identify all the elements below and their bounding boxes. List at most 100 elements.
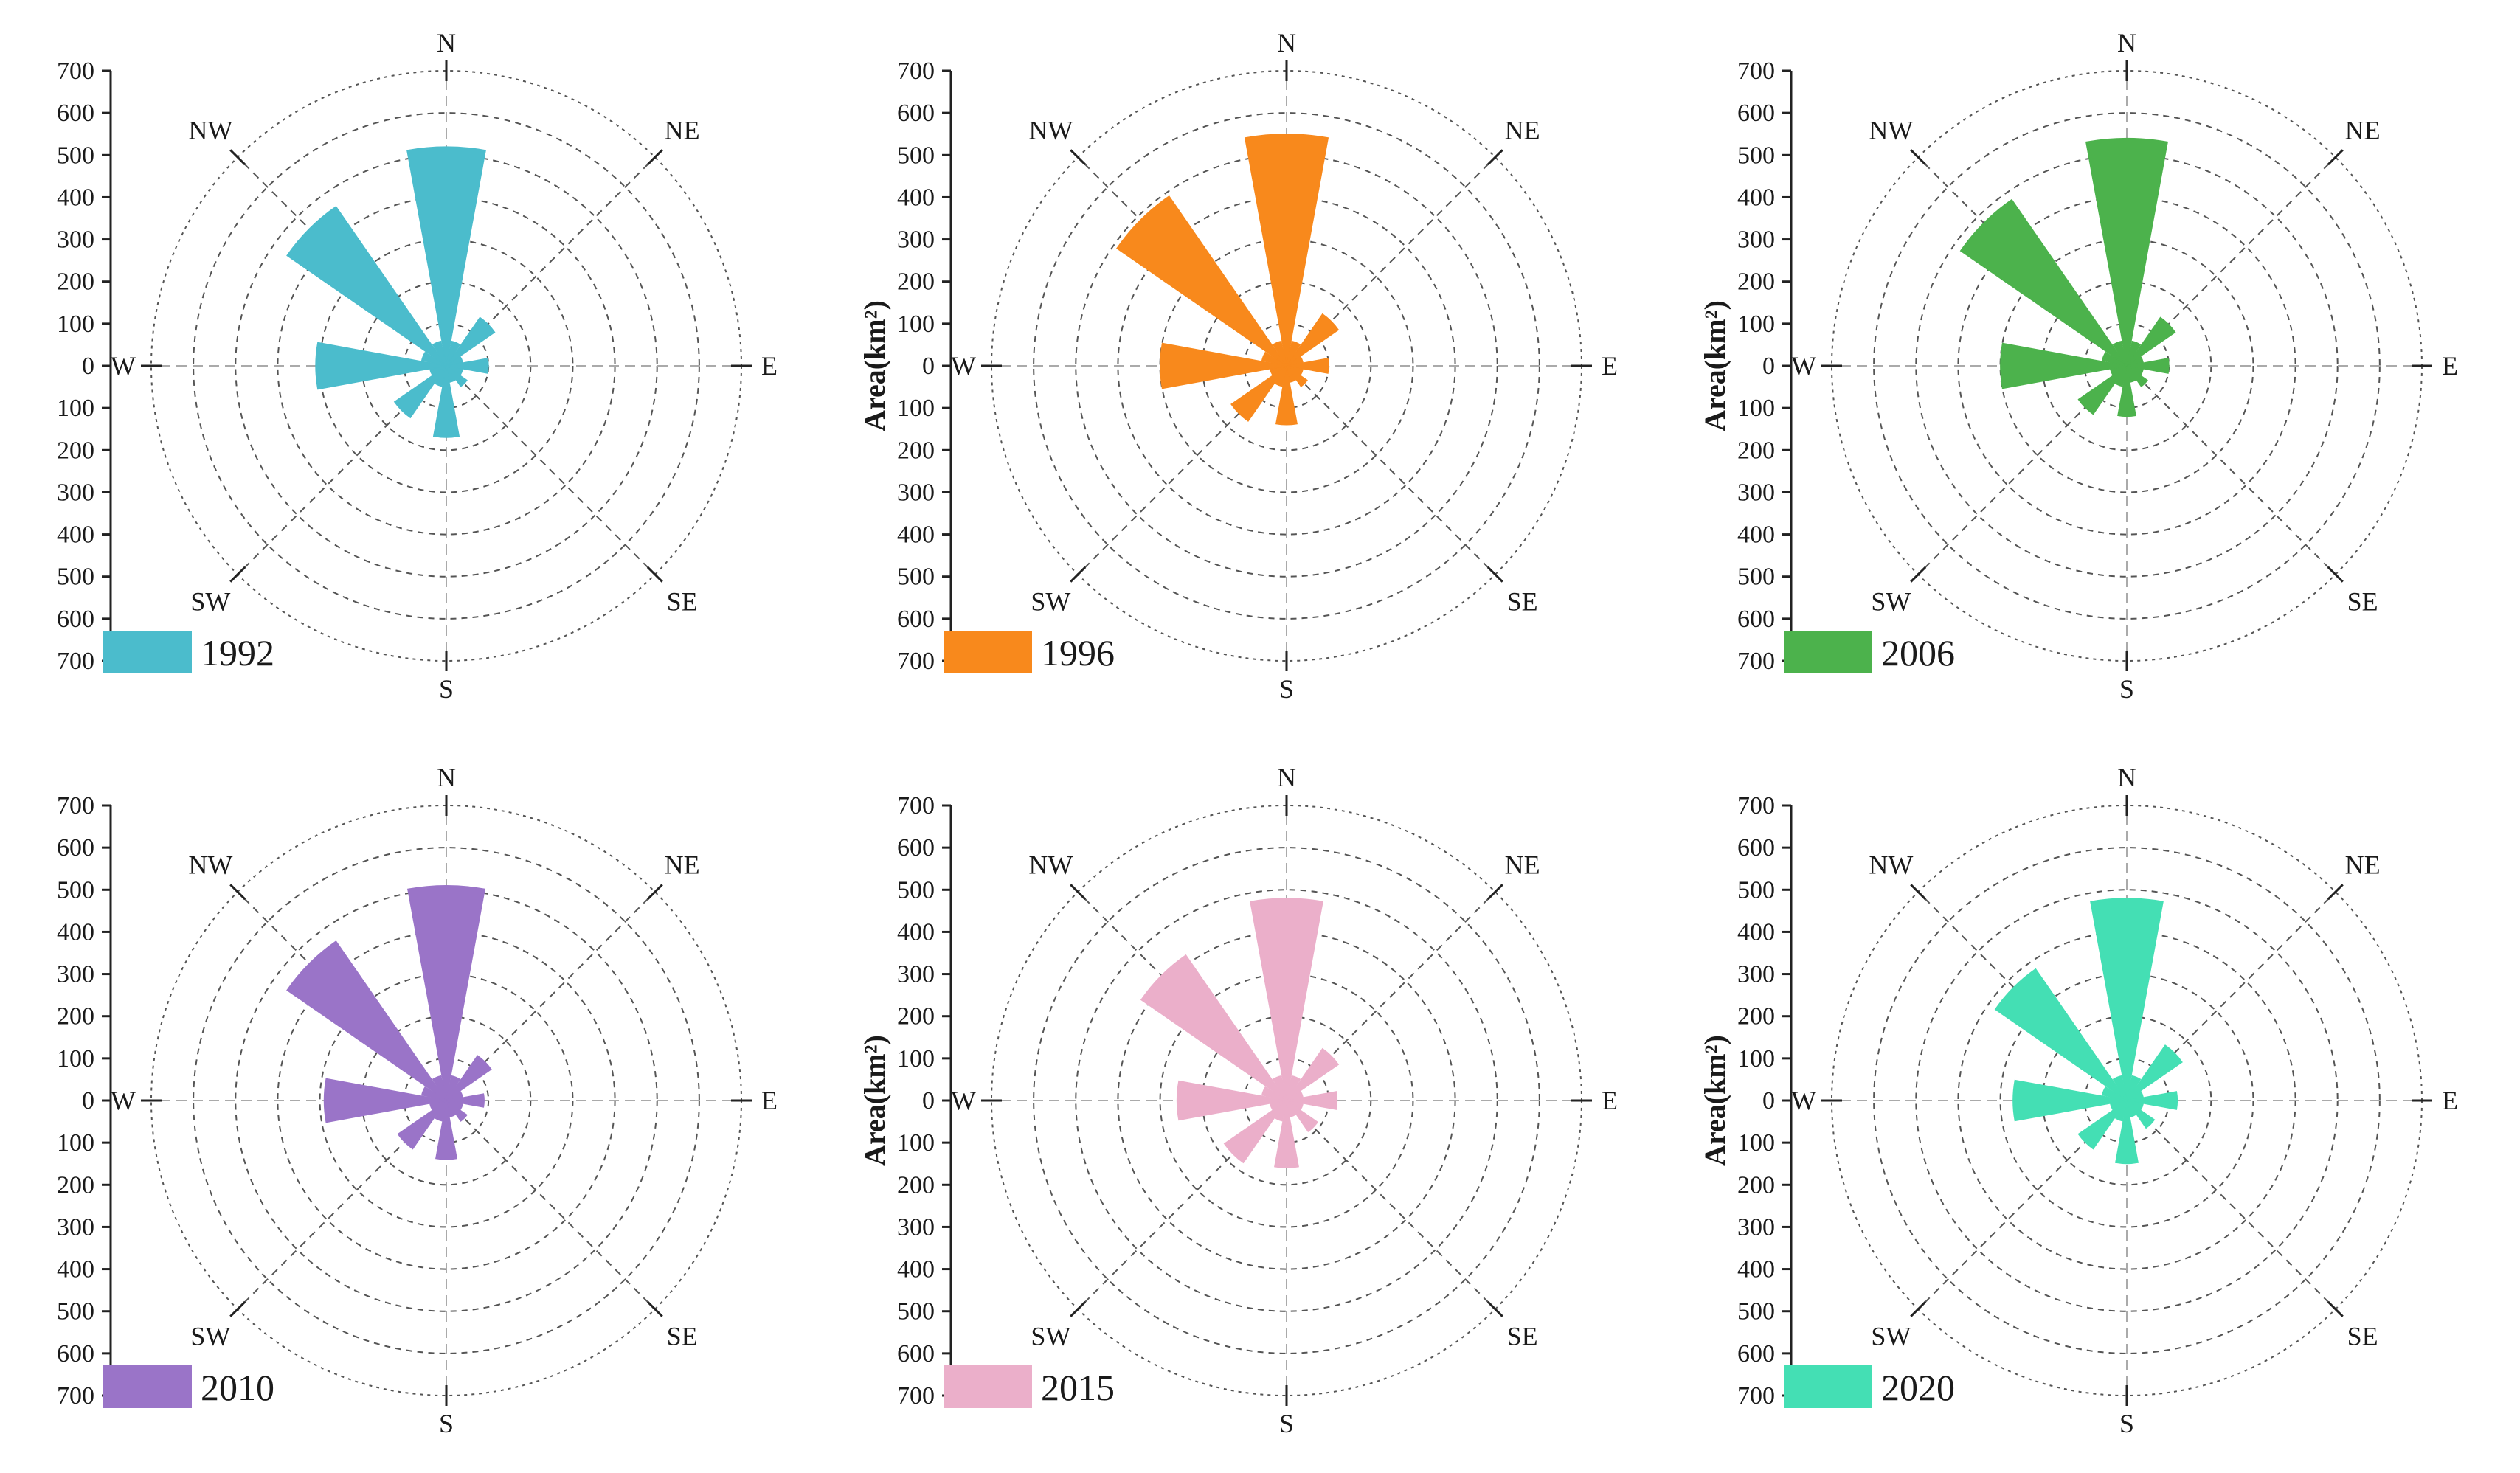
radial-tick-label: 400 bbox=[57, 918, 94, 946]
rose-petal-s bbox=[2117, 365, 2136, 417]
radial-tick-label: 400 bbox=[1737, 184, 1775, 211]
rose-petal-n bbox=[2085, 137, 2168, 367]
radial-tick-label: 0 bbox=[922, 1087, 935, 1115]
compass-label-nw: NW bbox=[1028, 850, 1073, 879]
grid-spoke bbox=[2126, 891, 2336, 1101]
rose-petal-wsw bbox=[1270, 1100, 1287, 1111]
compass-label-n: N bbox=[437, 28, 456, 58]
radial-tick-label: 200 bbox=[1737, 1003, 1775, 1030]
compass-tick bbox=[2327, 1300, 2344, 1317]
compass-label-sw: SW bbox=[190, 1322, 230, 1351]
compass-tick bbox=[1486, 884, 1503, 901]
radial-tick-label: 200 bbox=[1737, 437, 1775, 464]
compass-label-n: N bbox=[2117, 28, 2136, 58]
compass-tick bbox=[646, 1300, 663, 1317]
rose-petal-sw bbox=[1223, 1100, 1287, 1164]
compass-label-w: W bbox=[951, 1086, 976, 1115]
radial-tick-label: 300 bbox=[57, 1213, 94, 1241]
radial-tick-label: 100 bbox=[57, 1129, 94, 1157]
grid-spoke bbox=[1917, 365, 2128, 575]
rose-petal-sw bbox=[1230, 365, 1287, 422]
rose-petal-nnw bbox=[1272, 1075, 1287, 1101]
rose-petal-nw bbox=[286, 206, 447, 367]
radial-tick-label: 200 bbox=[1737, 1171, 1775, 1199]
rose-petal-nnw bbox=[1272, 340, 1287, 367]
rose-petal-wnw bbox=[1261, 351, 1287, 367]
compass-label-ne: NE bbox=[2345, 850, 2381, 879]
compass-label-sw: SW bbox=[1871, 587, 1911, 617]
grid-spoke bbox=[1286, 365, 1496, 575]
radial-tick-label: 400 bbox=[57, 1256, 94, 1283]
rose-petal-nne bbox=[1286, 340, 1301, 367]
legend-label: 1992 bbox=[201, 632, 274, 673]
legend-label: 2006 bbox=[1881, 632, 1955, 673]
compass-tick bbox=[2327, 884, 2344, 901]
grid-circle bbox=[1159, 238, 1414, 493]
radial-tick-label: 300 bbox=[57, 226, 94, 254]
compass-tick bbox=[229, 149, 246, 166]
radial-tick-label: 400 bbox=[897, 521, 935, 549]
compass-tick bbox=[229, 1300, 246, 1317]
compass-tick bbox=[1910, 149, 1927, 166]
radial-tick-label: 200 bbox=[57, 1003, 94, 1030]
rose-petal-ene bbox=[2126, 356, 2144, 367]
radial-tick-label: 200 bbox=[897, 1171, 935, 1199]
rose-petal-sse bbox=[446, 365, 457, 383]
rose-petal-w bbox=[1176, 1080, 1287, 1121]
legend-swatch bbox=[1784, 1365, 1872, 1408]
compass-label-se: SE bbox=[1507, 587, 1538, 617]
grid-spoke bbox=[2126, 156, 2336, 367]
compass-label-nw: NW bbox=[188, 850, 232, 879]
radial-tick-label: 500 bbox=[1737, 1298, 1775, 1325]
radial-tick-label: 600 bbox=[1737, 100, 1775, 127]
rose-petal-sw bbox=[2077, 1100, 2128, 1150]
rose-petal-sse bbox=[2126, 1100, 2137, 1117]
grid-circle bbox=[1915, 889, 2339, 1312]
radial-tick-label: 100 bbox=[57, 1045, 94, 1072]
compass-tick bbox=[646, 566, 663, 583]
radial-tick-label: 300 bbox=[897, 1213, 935, 1241]
rose-petal-sse bbox=[1286, 1100, 1297, 1117]
rose-petal-ene bbox=[446, 1090, 463, 1101]
compass-label-se: SE bbox=[1507, 1322, 1538, 1351]
radial-tick-label: 500 bbox=[897, 876, 935, 904]
compass-tick bbox=[1486, 149, 1503, 166]
grid-circle bbox=[319, 238, 574, 493]
compass-tick bbox=[1910, 884, 1927, 901]
rose-petal-s bbox=[1275, 365, 1298, 426]
radial-tick-label: 600 bbox=[1737, 834, 1775, 862]
radial-tick-label: 400 bbox=[1737, 1256, 1775, 1283]
grid-circle bbox=[1999, 238, 2254, 493]
compass-label-nw: NW bbox=[1028, 115, 1073, 145]
rose-petal-nne bbox=[446, 1075, 461, 1101]
radial-tick-label: 300 bbox=[57, 479, 94, 506]
radial-tick-label: 600 bbox=[1737, 606, 1775, 633]
rose-petal-nnw bbox=[2112, 340, 2128, 367]
radial-tick-label: 700 bbox=[57, 1382, 94, 1410]
rose-petal-n bbox=[1244, 134, 1329, 367]
rose-petal-s bbox=[432, 365, 460, 438]
rose-petal-s bbox=[435, 1100, 457, 1160]
rose-petal-ene bbox=[2126, 1090, 2144, 1101]
compass-tick bbox=[229, 566, 246, 583]
compass-label-ne: NE bbox=[665, 115, 700, 145]
radial-tick-label: 200 bbox=[897, 1003, 935, 1030]
legend-swatch bbox=[103, 1365, 192, 1408]
radial-tick-label: 300 bbox=[1737, 1213, 1775, 1241]
radial-tick-label: 100 bbox=[1737, 395, 1775, 422]
radial-tick-label: 600 bbox=[57, 606, 94, 633]
rose-petal-se bbox=[2126, 365, 2148, 387]
compass-label-w: W bbox=[1791, 351, 1816, 381]
compass-label-w: W bbox=[111, 1086, 136, 1115]
radial-tick-label: 100 bbox=[1737, 311, 1775, 338]
radial-tick-label: 700 bbox=[57, 648, 94, 675]
grid-spoke bbox=[237, 365, 447, 575]
rose-panel-1996: N NE E SE S SW W NW 700 600 500 400 300 200 100 0 100 200… bbox=[840, 0, 1680, 735]
radial-tick-label: 700 bbox=[897, 648, 935, 675]
rose-petal-e bbox=[446, 1093, 485, 1108]
rose-petal-s bbox=[2115, 1100, 2139, 1165]
rose-petal-ene bbox=[446, 356, 463, 367]
radial-tick-label: 200 bbox=[897, 268, 935, 296]
rose-petal-e bbox=[1286, 358, 1329, 374]
radial-tick-label: 600 bbox=[57, 100, 94, 127]
